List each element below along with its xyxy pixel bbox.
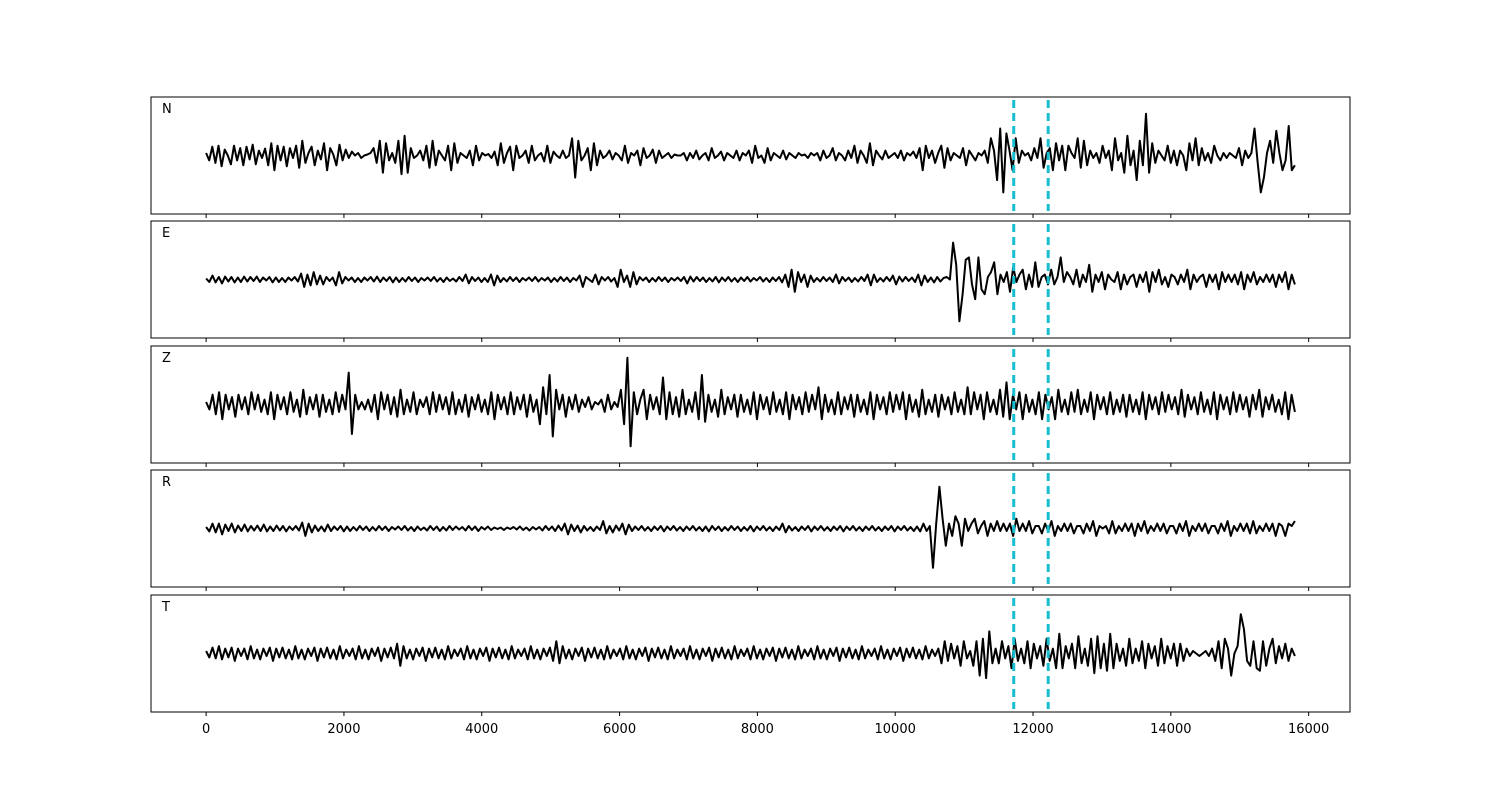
- panel-frame: [150, 96, 1351, 215]
- panel-label: R: [162, 475, 171, 490]
- panel-label: Z: [162, 351, 171, 366]
- panel-t: T: [150, 594, 1351, 716]
- x-tick-label: 8000: [741, 722, 774, 737]
- panel-r: R: [150, 469, 1351, 591]
- trace-n: [205, 112, 1296, 194]
- x-tick-label: 12000: [1012, 722, 1053, 737]
- x-tick-label: 2000: [327, 722, 360, 737]
- trace-r: [205, 485, 1296, 569]
- panel-n: N: [150, 96, 1351, 218]
- x-axis: 0 2000 4000 6000 8000 10000 12000 14000 16000: [202, 722, 1329, 737]
- panel-frame: [150, 469, 1351, 588]
- panel-frame: [150, 345, 1351, 464]
- panels: N E Z R T: [150, 96, 1351, 716]
- panel-label: E: [162, 226, 170, 241]
- trace-e: [205, 241, 1296, 323]
- panel-label: N: [162, 102, 172, 117]
- x-tick-label: 6000: [603, 722, 636, 737]
- trace-z: [205, 356, 1296, 448]
- x-tick-label: 10000: [875, 722, 916, 737]
- panel-frame: [150, 220, 1351, 339]
- panel-label: T: [161, 600, 170, 615]
- x-tick-label: 16000: [1288, 722, 1329, 737]
- panel-z: Z: [150, 345, 1351, 467]
- panel-frame: [150, 594, 1351, 713]
- panel-e: E: [150, 220, 1351, 342]
- x-tick-label: 4000: [465, 722, 498, 737]
- trace-t: [205, 613, 1296, 680]
- x-tick-label: 0: [202, 722, 210, 737]
- x-tick-label: 14000: [1150, 722, 1191, 737]
